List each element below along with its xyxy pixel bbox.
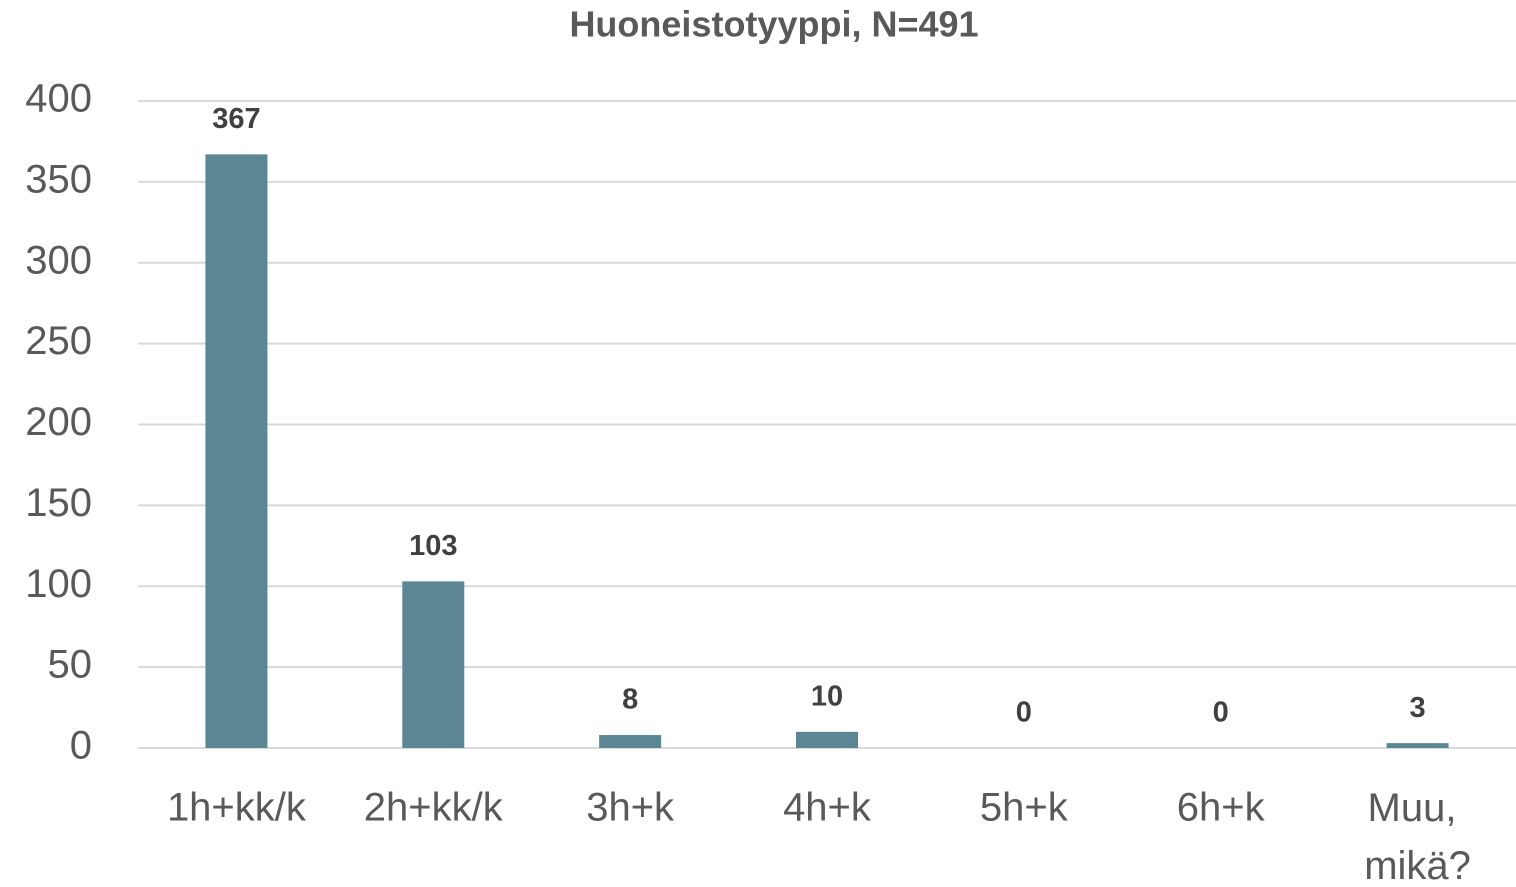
x-tick-label: Muu, mikä? <box>1364 786 1471 887</box>
x-tick-label: 2h+kk/k <box>364 786 504 830</box>
y-tick-label: 250 <box>25 319 92 363</box>
y-tick-label: 350 <box>25 157 92 201</box>
y-tick-label: 0 <box>70 724 92 768</box>
x-tick-label: 4h+k <box>783 786 872 830</box>
data-label: 10 <box>811 680 843 712</box>
bar <box>205 154 268 748</box>
bar <box>599 735 662 748</box>
y-tick-label: 150 <box>25 481 92 525</box>
y-tick-label: 300 <box>25 238 92 282</box>
x-tick-label: 1h+kk/k <box>167 786 307 830</box>
y-tick-label: 100 <box>25 562 92 606</box>
x-tick-label: 5h+k <box>980 786 1069 830</box>
bar <box>796 731 858 748</box>
data-label: 0 <box>1213 697 1229 729</box>
chart-title: Huoneistotyyppi, N=491 <box>569 4 978 45</box>
data-label: 8 <box>622 684 638 716</box>
x-tick-label: 6h+k <box>1177 786 1266 830</box>
data-label: 3 <box>1410 692 1426 724</box>
data-label: 103 <box>409 530 457 562</box>
data-label: 367 <box>212 103 260 135</box>
x-tick-label: 3h+k <box>586 786 675 830</box>
bar <box>1386 743 1449 748</box>
bar <box>402 581 465 748</box>
y-tick-label: 200 <box>25 400 92 444</box>
data-label: 0 <box>1016 697 1032 729</box>
y-tick-label: 50 <box>48 643 93 687</box>
y-tick-label: 400 <box>25 77 92 121</box>
